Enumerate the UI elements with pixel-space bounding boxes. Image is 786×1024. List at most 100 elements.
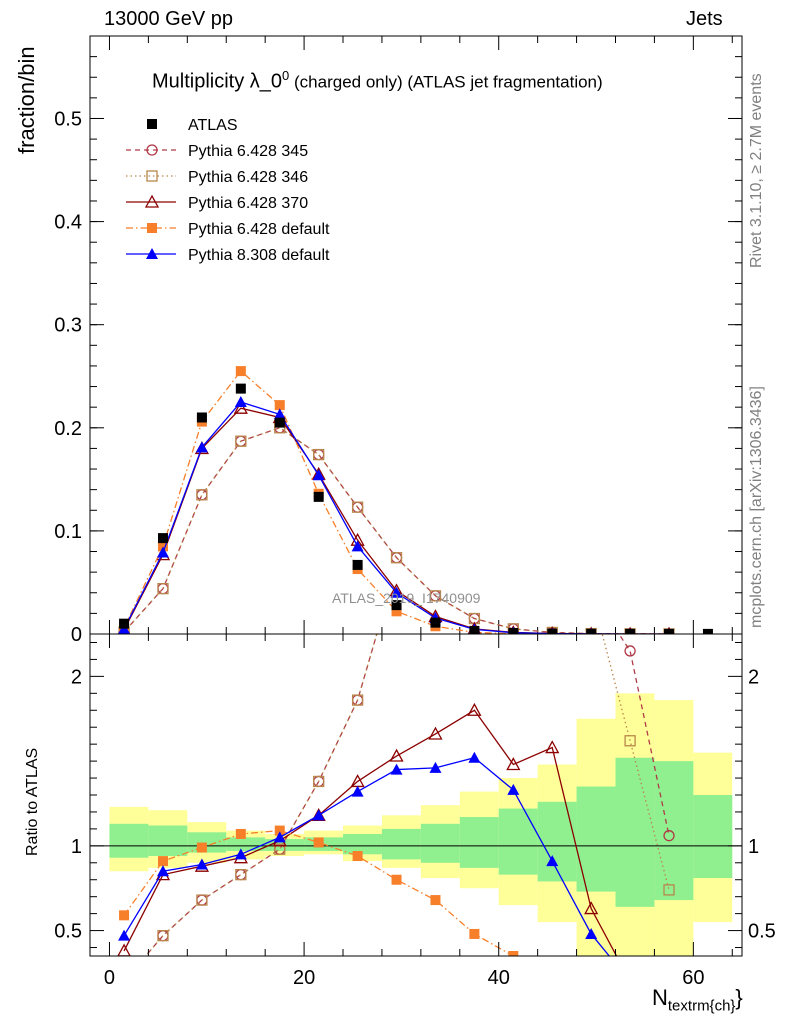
ratio-point-p8def xyxy=(312,809,325,821)
main-point-ATLAS xyxy=(157,533,168,544)
ratio-point-p6def xyxy=(196,842,207,853)
ratio-xtick-label: 60 xyxy=(682,967,704,989)
ratio-point-p8def xyxy=(390,763,403,775)
ratio-point-p370 xyxy=(584,901,599,915)
rivet-label: Rivet 3.1.10, ≥ 2.7M events xyxy=(748,73,765,268)
ratio-point-p6def xyxy=(352,851,363,862)
legend-label-p370: Pythia 6.428 370 xyxy=(188,195,308,212)
ratio-panel: 0.5 0.51 12 20 20 40 60 xyxy=(54,634,776,989)
legend-marker-p8def xyxy=(146,248,158,259)
legend-marker-ATLAS xyxy=(147,119,157,129)
main-point-p6def xyxy=(235,366,246,377)
ratio-point-p346 xyxy=(235,869,247,881)
main-panel: 0 0.1 0.2 0.3 0.4 0.5 ATLAS Pythia 6.428 345 Pyt… xyxy=(54,36,742,646)
ratio-point-p8def xyxy=(351,785,364,797)
ratio-point-p346 xyxy=(196,894,208,906)
main-point-p346 xyxy=(235,435,247,447)
ratio-point-p6def xyxy=(313,837,324,848)
ratio-frame xyxy=(89,633,743,957)
legend-label-p8def: Pythia 8.308 default xyxy=(188,247,330,264)
ratio-band-inner xyxy=(654,761,694,901)
ratio-point-p370 xyxy=(506,757,521,771)
ratio-series-line-p6def xyxy=(123,829,515,956)
chart-title-rest: (charged only) (ATLAS jet fragmentation) xyxy=(289,72,603,92)
ratio-point-p370 xyxy=(467,702,482,716)
main-point-p346 xyxy=(351,501,364,513)
ratio-band-inner xyxy=(498,808,538,875)
main-ytick-label: 0.1 xyxy=(54,521,82,543)
ratio-point-p346 xyxy=(624,735,636,747)
ratio-point-p8def xyxy=(429,761,442,773)
ratio-point-p346 xyxy=(663,884,675,896)
legend-label-p6def: Pythia 6.428 default xyxy=(188,221,330,238)
ratio-point-p8def xyxy=(585,927,598,939)
chart-title-sup: 0 xyxy=(282,68,290,83)
ratio-point-p6def xyxy=(391,874,402,885)
ratio-ylabel: Ratio to ATLAS xyxy=(24,747,41,856)
main-point-ATLAS xyxy=(508,627,519,634)
ratio-data xyxy=(90,634,742,956)
main-point-ATLAS xyxy=(469,625,480,634)
main-point-ATLAS xyxy=(274,417,285,428)
ratio-point-p6def xyxy=(430,895,441,906)
main-point-p346 xyxy=(157,582,169,595)
ratio-point-p346 xyxy=(351,694,364,706)
main-ytick-label: 0.3 xyxy=(54,315,82,337)
main-point-p346 xyxy=(390,552,403,564)
legend-marker-p6def xyxy=(147,223,157,233)
main-point-p370 xyxy=(233,400,248,414)
ratio-series-line-p370 xyxy=(123,709,618,956)
ratio-band-inner xyxy=(459,817,499,868)
header-right: Jets xyxy=(686,8,723,30)
main-point-p8def xyxy=(351,540,364,552)
ratio-xtick-label: 40 xyxy=(488,967,510,989)
main-point-ATLAS xyxy=(391,600,402,611)
main-point-ATLAS xyxy=(352,559,363,570)
main-ytick-label: 0.4 xyxy=(54,212,82,234)
ratio-band-inner xyxy=(537,801,577,882)
legend-marker-p345 xyxy=(146,144,158,156)
main-point-p8def xyxy=(390,586,403,598)
ratio-series-line-p345 xyxy=(144,634,670,956)
mcplots-label: mcplots.cern.ch [arXiv:1306.3436] xyxy=(748,386,765,628)
main-point-ATLAS xyxy=(547,628,558,634)
ratio-ytick-label-right: 1 xyxy=(748,836,759,858)
ratio-point-p8def xyxy=(273,831,286,843)
ratio-ytick-label-right: 0.5 xyxy=(748,921,776,943)
legend-marker-p346 xyxy=(146,170,158,182)
main-ylabel: fraction/bin xyxy=(14,46,39,154)
main-point-ATLAS xyxy=(119,618,130,629)
ratio-ytick-label: 0.5 xyxy=(54,921,82,943)
main-point-p346 xyxy=(313,448,325,461)
main-point-p346 xyxy=(196,489,208,501)
legend-marker-p370 xyxy=(144,194,160,208)
ratio-point-p8def xyxy=(156,865,169,877)
analysis-watermark: ATLAS_2019_I1740909 xyxy=(332,590,481,606)
chart-title-main: Multiplicity λ_0 xyxy=(152,70,283,93)
ratio-point-p8def xyxy=(507,783,520,795)
ratio-band-inner xyxy=(148,825,188,857)
ratio-point-p6def xyxy=(235,828,246,839)
ratio-band-inner xyxy=(109,823,149,858)
chart-title: Multiplicity λ_00 (charged only) (ATLAS … xyxy=(152,68,603,94)
main-point-ATLAS xyxy=(313,491,324,502)
main-point-p6def xyxy=(391,606,402,617)
main-point-ATLAS xyxy=(235,383,246,394)
ratio-point-p346 xyxy=(157,930,169,942)
main-point-ATLAS xyxy=(586,628,597,634)
main-point-p346 xyxy=(429,590,442,602)
ratio-xtick-label: 20 xyxy=(293,967,315,989)
main-point-p8def xyxy=(234,396,247,408)
ratio-point-p8def xyxy=(234,848,247,860)
main-point-p8def xyxy=(312,469,325,481)
main-point-ATLAS xyxy=(430,617,441,628)
ratio-xtick-label: 0 xyxy=(104,967,115,989)
ratio-ytick-label: 2 xyxy=(71,666,82,688)
ratio-point-p6def xyxy=(119,910,130,921)
ratio-point-p6def xyxy=(157,856,168,867)
ratio-point-p8def xyxy=(468,751,481,763)
ratio-point-p6def xyxy=(274,825,285,836)
legend: ATLAS Pythia 6.428 345 Pythia 6.428 346 Pyt… xyxy=(126,117,330,264)
ratio-point-p8def xyxy=(195,858,208,870)
